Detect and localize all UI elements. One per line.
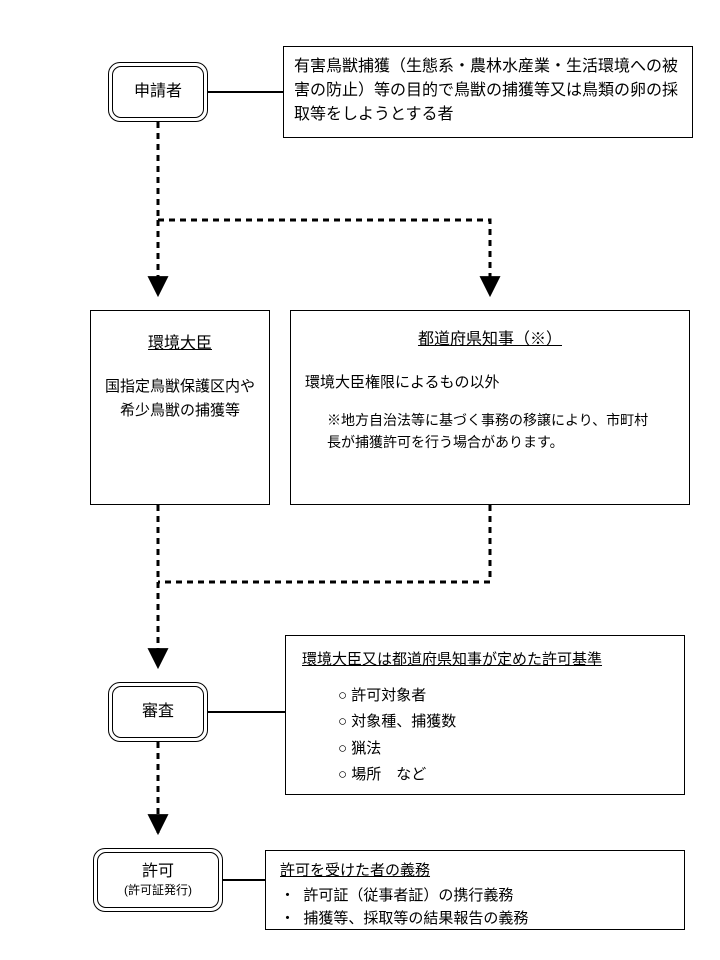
box-minister: 環境大臣 国指定鳥獣保護区内や希少鳥獣の捕獲等 [90,310,270,505]
box-criteria: 環境大臣又は都道府県知事が定めた許可基準 ○ 許可対象者 ○ 対象種、捕獲数 ○… [285,635,685,795]
minister-title: 環境大臣 [101,329,259,353]
duties-item: ・ 許可証（従事者証）の携行義務 [280,884,670,907]
node-applicant-label: 申請者 [134,82,182,103]
node-permit-label-sub: (許可証発行) [124,883,192,899]
node-applicant: 申請者 [108,62,208,122]
applicant-desc-text: 有害鳥獣捕獲（生態系・農林水産業・生活環境への被害の防止）等の目的で鳥獣の捕獲等… [294,58,678,123]
node-permit-label-main: 許可 [142,862,174,883]
node-permit: 許可 (許可証発行) [93,848,223,912]
criteria-item: ○ 猟法 [338,736,668,762]
governor-title: 都道府県知事（※） [305,325,675,349]
criteria-item: ○ 対象種、捕獲数 [338,709,668,735]
criteria-title: 環境大臣又は都道府県知事が定めた許可基準 [302,648,668,669]
node-review-label: 審査 [142,702,174,723]
minister-body: 国指定鳥獣保護区内や希少鳥獣の捕獲等 [101,375,259,423]
criteria-item: ○ 許可対象者 [338,683,668,709]
box-applicant-desc: 有害鳥獣捕獲（生態系・農林水産業・生活環境への被害の防止）等の目的で鳥獣の捕獲等… [283,46,693,138]
box-duties: 許可を受けた者の義務 ・ 許可証（従事者証）の携行義務 ・ 捕獲等、採取等の結果… [265,850,685,930]
flow-governor-join [158,505,490,582]
governor-body: 環境大臣権限によるもの以外 [305,371,675,392]
duties-item: ・ 捕獲等、採取等の結果報告の義務 [280,907,670,930]
duties-title: 許可を受けた者の義務 [280,859,670,880]
governor-note: ※地方自治法等に基づく事務の移譲により、市町村長が捕獲許可を行う場合があります。 [305,410,675,453]
flow-to-governor [158,220,490,295]
criteria-item: ○ 場所 など [338,762,668,788]
box-governor: 都道府県知事（※） 環境大臣権限によるもの以外 ※地方自治法等に基づく事務の移譲… [290,310,690,505]
node-review: 審査 [108,682,208,742]
